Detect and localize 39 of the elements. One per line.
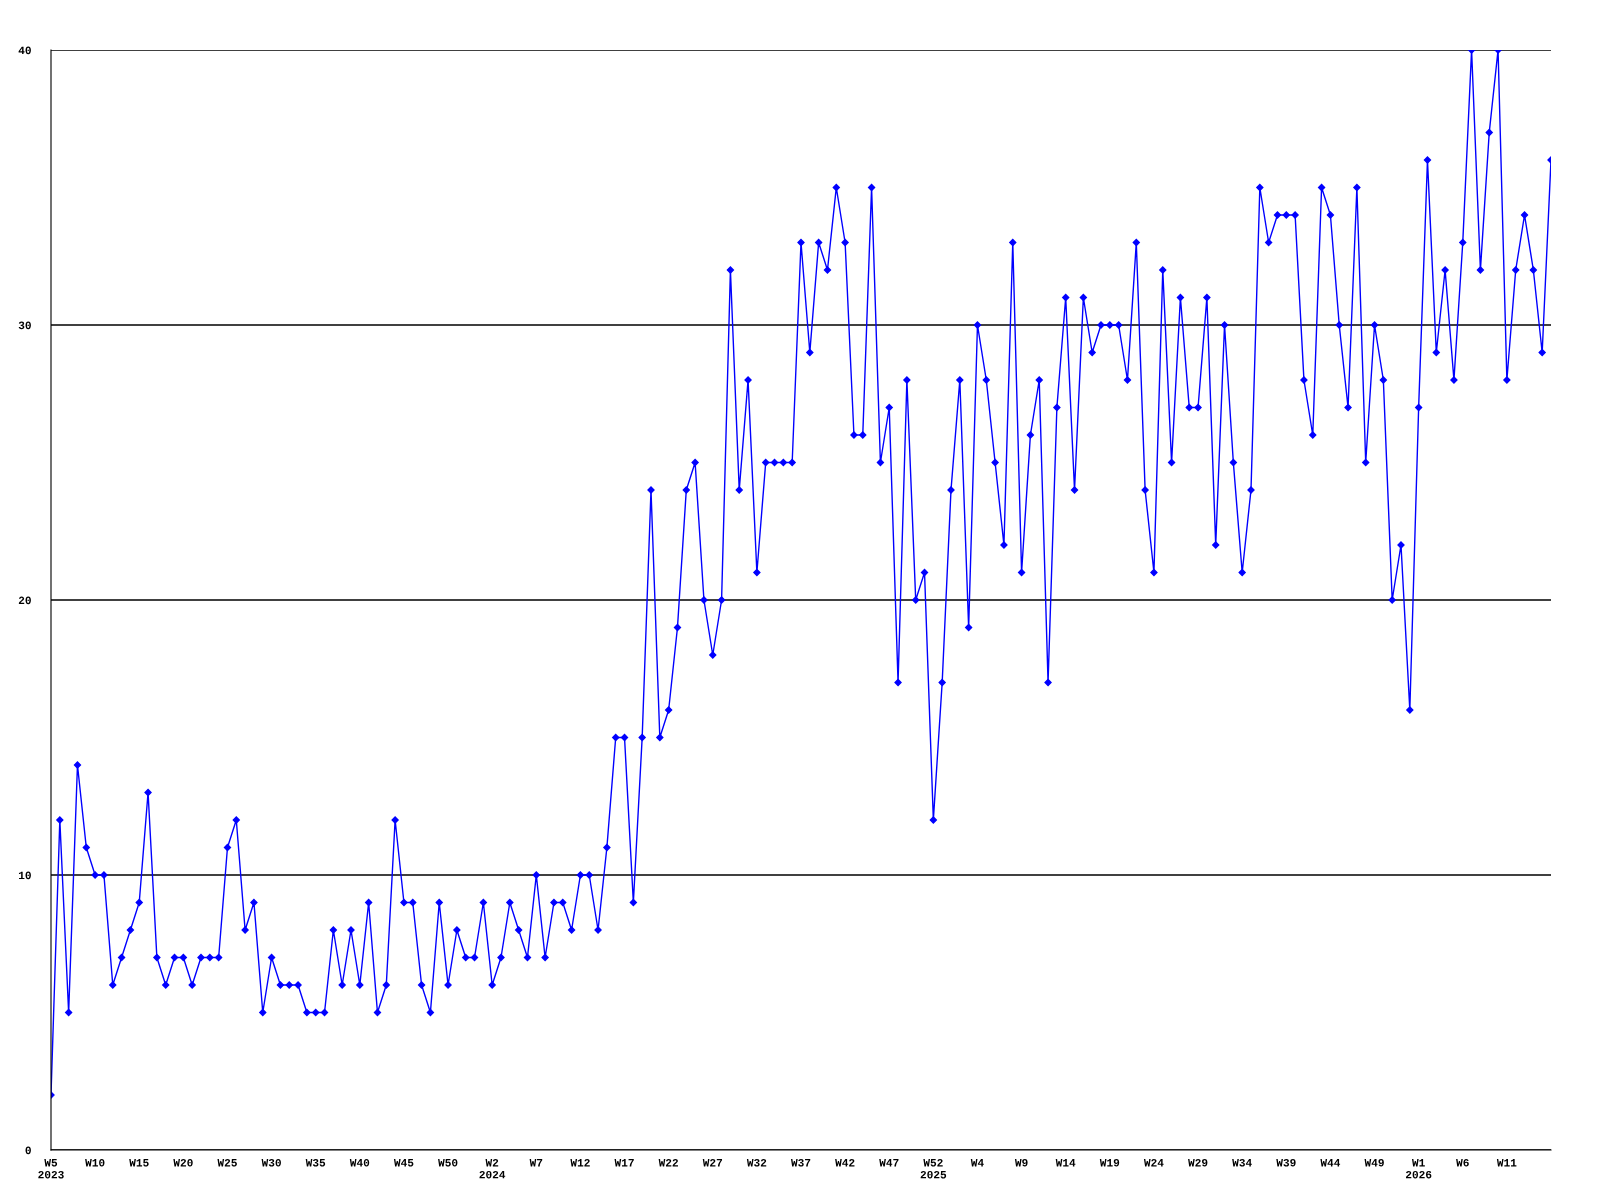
x-tick-label: W11 bbox=[1496, 1159, 1517, 1167]
x-tick-label: W34 bbox=[1232, 1158, 1252, 1167]
x-tick-label: W9 bbox=[1014, 1158, 1028, 1167]
x-tick-label: W4 bbox=[970, 1159, 984, 1167]
x-tick-label: W10 bbox=[85, 1158, 105, 1167]
y-tick-label: 20 bbox=[18, 596, 31, 605]
x-tick-label: W22 bbox=[658, 1158, 678, 1167]
x-tick-label: W24 bbox=[1143, 1158, 1164, 1167]
x-tick-label: W15 bbox=[129, 1159, 149, 1167]
y-tick-label: 40 bbox=[18, 46, 31, 55]
x-tick-label: W1 2026 bbox=[1405, 1159, 1432, 1179]
x-tick-label: W42 bbox=[835, 1158, 855, 1167]
x-tick-label: W50 bbox=[438, 1158, 458, 1167]
x-tick-label: W25 bbox=[217, 1158, 237, 1167]
x-tick-label: W52 2025 bbox=[920, 1158, 947, 1179]
x-tick-label: W40 bbox=[349, 1158, 370, 1167]
x-tick-label: W20 bbox=[173, 1158, 193, 1167]
x-tick-label: W39 bbox=[1276, 1158, 1296, 1167]
y-tick-label: 30 bbox=[18, 321, 31, 330]
x-tick-label: W45 bbox=[393, 1159, 414, 1167]
x-tick-label: W6 bbox=[1456, 1158, 1469, 1167]
x-tick-label: W47 bbox=[879, 1159, 899, 1167]
y-tick-label: 10 bbox=[18, 871, 31, 880]
x-tick-label: W37 bbox=[791, 1158, 811, 1167]
x-tick-label: W5 2023 bbox=[38, 1159, 64, 1179]
x-tick-label: W32 bbox=[746, 1158, 767, 1167]
x-tick-label: W17 bbox=[614, 1159, 634, 1167]
x-tick-label: W30 bbox=[261, 1158, 281, 1167]
x-tick-label: W7 bbox=[529, 1159, 543, 1167]
x-tick-label: W49 bbox=[1364, 1158, 1384, 1167]
x-tick-label: W14 bbox=[1055, 1159, 1076, 1167]
x-tick-label: W35 bbox=[305, 1158, 326, 1167]
x-tick-label: W2 2024 bbox=[479, 1158, 506, 1179]
x-tick-label: W44 bbox=[1320, 1159, 1341, 1167]
y-tick-label: 0 bbox=[25, 1146, 31, 1155]
x-tick-label: W27 bbox=[702, 1158, 723, 1167]
x-tick-label: W19 bbox=[1099, 1158, 1120, 1167]
x-tick-label: W12 bbox=[570, 1158, 590, 1167]
x-tick-label: W29 bbox=[1188, 1158, 1208, 1167]
